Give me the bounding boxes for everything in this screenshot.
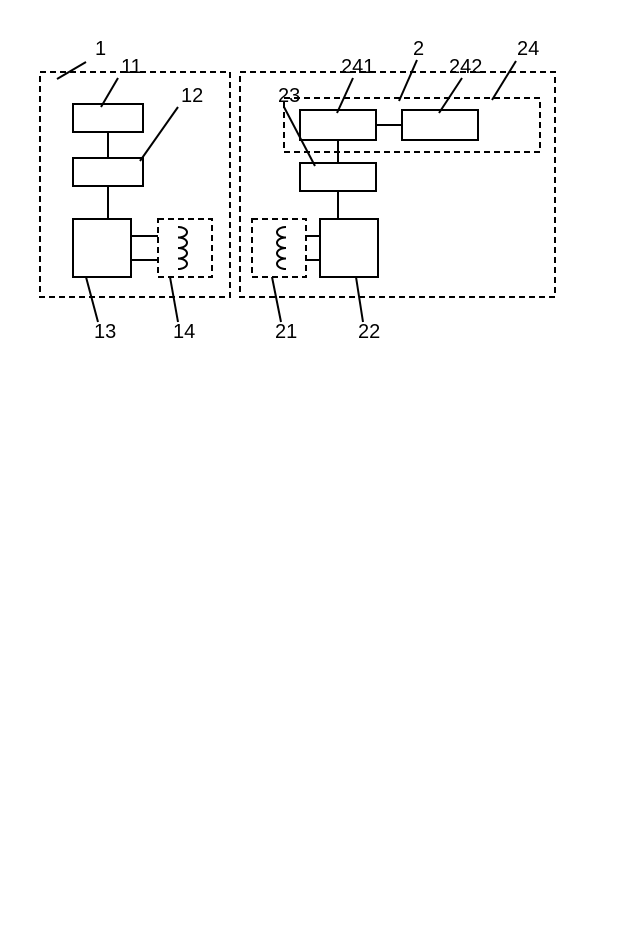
label-L13: 13	[94, 321, 116, 343]
label-L22: 22	[358, 321, 380, 343]
m1-leader-4	[170, 277, 178, 322]
label-L24: 24	[517, 38, 539, 60]
label-L241: 241	[341, 56, 374, 78]
block-b14	[158, 219, 212, 277]
coil-14	[178, 227, 187, 269]
module-24-inner	[284, 98, 540, 152]
m2-leader-1	[492, 61, 516, 100]
block-b22	[320, 219, 378, 277]
m2-leader-2	[337, 78, 353, 113]
block-b11	[73, 104, 143, 132]
coil-21	[277, 227, 286, 269]
m1-leader-1	[101, 78, 118, 107]
block-b12	[73, 158, 143, 186]
block-b13	[73, 219, 131, 277]
label-L14: 14	[173, 321, 195, 343]
m2-leader-6	[356, 277, 363, 322]
block-b23	[300, 163, 376, 191]
label-L2: 2	[413, 38, 424, 60]
m2-leader-3	[439, 78, 462, 113]
label-L242: 242	[449, 56, 482, 78]
m1-leader-3	[86, 277, 98, 322]
label-L23: 23	[278, 85, 300, 107]
m1-leader-0	[57, 62, 86, 79]
block-b242	[402, 110, 478, 140]
m2-leader-0	[399, 60, 417, 101]
block-diagram: 111121314224241242232122	[0, 0, 640, 940]
block-b241	[300, 110, 376, 140]
m1-leader-2	[140, 107, 178, 161]
m2-leader-5	[272, 277, 281, 322]
label-L21: 21	[275, 321, 297, 343]
block-b21	[252, 219, 306, 277]
label-L11: 11	[121, 56, 142, 78]
label-L1: 1	[95, 38, 106, 60]
label-L12: 12	[181, 85, 203, 107]
